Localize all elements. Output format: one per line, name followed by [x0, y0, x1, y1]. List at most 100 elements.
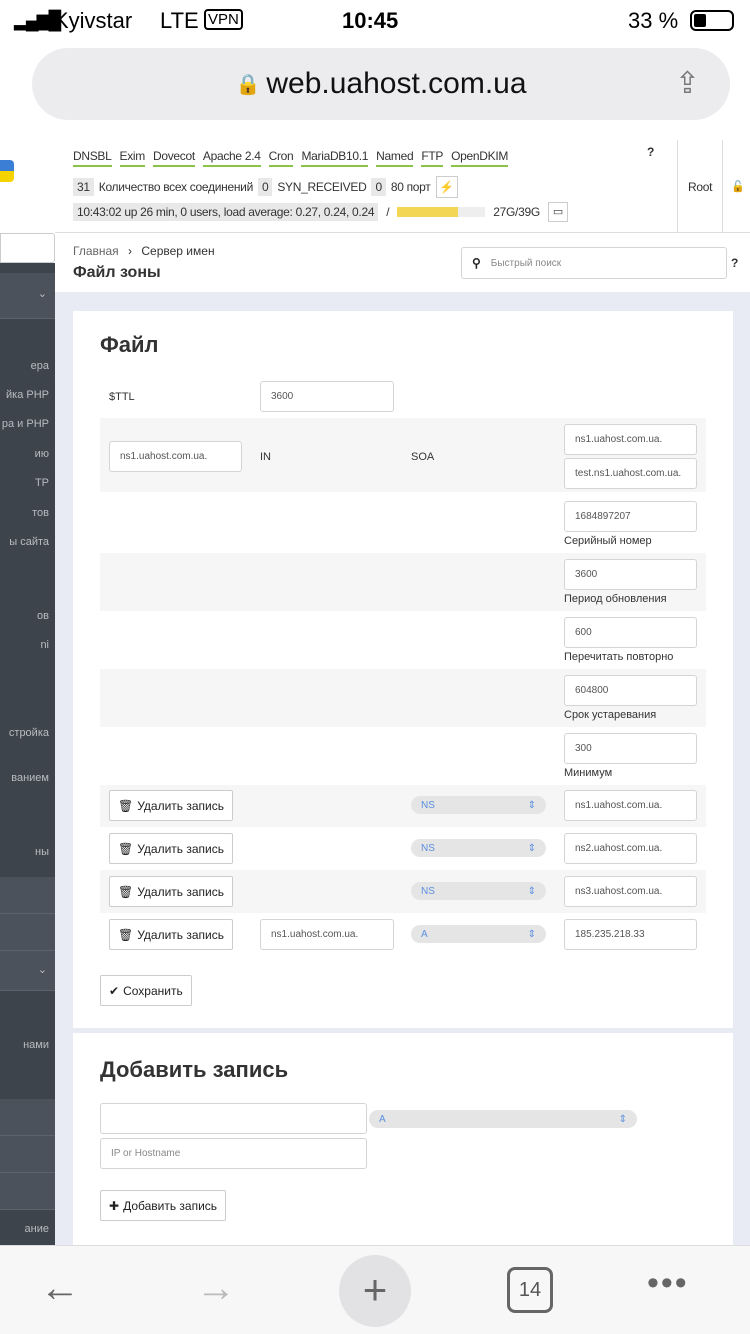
url-text: web.uahost.com.ua — [266, 67, 527, 100]
lock-icon: 🔒 — [235, 73, 261, 96]
service-opendkim[interactable]: OpenDKIM — [451, 149, 508, 167]
record-type-select[interactable]: A ⇕ — [369, 1110, 637, 1128]
retry-label: Перечитать повторно — [564, 651, 674, 663]
back-icon[interactable]: ← — [40, 1266, 80, 1310]
sidebar-group[interactable]: ⌄ — [0, 951, 55, 991]
plug-icon[interactable]: ⚡ — [435, 176, 458, 198]
disk-icon[interactable]: ▭ — [547, 202, 568, 222]
primary-ns-input[interactable]: ns1.uahost.com.ua. — [564, 424, 697, 455]
refresh-input[interactable]: 3600 — [564, 559, 697, 590]
connections-row: 31 Количество всех соединений 0 SYN_RECE… — [73, 176, 458, 198]
disk-mount: / — [386, 205, 390, 219]
add-record-button[interactable]: ✚ Добавить запись — [100, 1190, 227, 1221]
chevron-updown-icon: ⇕ — [527, 799, 536, 811]
breadcrumb: Главная › Сервер имен — [73, 244, 215, 258]
carrier: Kyivstar — [54, 8, 133, 33]
sidebar-group[interactable] — [0, 1099, 55, 1136]
syn-label: SYN_RECEIVED — [277, 180, 367, 194]
sidebar-item[interactable]: ы сайта — [9, 536, 49, 548]
signal-icon: ▂▄▆█ — [14, 10, 61, 30]
expire-input[interactable]: 604800 — [564, 675, 697, 706]
uptime-row: 10:43:02 up 26 min, 0 users, load averag… — [73, 202, 568, 222]
delete-record-button[interactable]: 🗑 Удалить запись — [109, 876, 234, 907]
record-name-input[interactable] — [100, 1103, 367, 1134]
sidebar-item[interactable]: йка PHP — [6, 389, 49, 401]
breadcrumb-current: Сервер имен — [141, 244, 215, 258]
service-ftp[interactable]: FTP — [421, 149, 443, 167]
services-row: DNSBL Exim Dovecot Apache 2.4 Cron Maria… — [73, 149, 508, 167]
sidebar-group[interactable] — [0, 1173, 55, 1210]
sidebar-group[interactable] — [0, 1136, 55, 1173]
serial-input[interactable]: 1684897207 — [564, 501, 697, 532]
admin-email-input[interactable]: test.ns1.uahost.com.ua. — [564, 458, 697, 489]
breadcrumb-home[interactable]: Главная — [73, 244, 119, 258]
save-button[interactable]: ✔ Сохранить — [100, 975, 192, 1006]
service-dnsbl[interactable]: DNSBL — [73, 149, 112, 167]
record-value-input[interactable]: ns1.uahost.com.ua. — [564, 790, 697, 821]
sidebar-group[interactable] — [0, 914, 55, 951]
delete-record-button[interactable]: 🗑 Удалить запись — [109, 790, 234, 821]
record-type-select[interactable]: NS ⇕ — [411, 882, 546, 900]
clock: 10:45 — [342, 8, 399, 33]
record-type-select[interactable]: NS ⇕ — [411, 839, 546, 857]
service-named[interactable]: Named — [376, 149, 414, 167]
minimum-label: Минимум — [564, 767, 613, 779]
sidebar: ⌄ ера йка PHP ра и PHP ию TP тов ы сайта… — [0, 263, 55, 1245]
sidebar-item[interactable]: ны — [35, 846, 49, 858]
service-exim[interactable]: Exim — [119, 149, 145, 167]
record-type-select[interactable]: NS ⇕ — [411, 796, 546, 814]
page-title: Файл зоны — [73, 264, 161, 281]
card-title: Добавить запись — [100, 1057, 289, 1082]
search-icon: ⚲ — [472, 256, 481, 270]
sidebar-item[interactable]: ов — [37, 610, 49, 622]
sidebar-group[interactable]: ⌄ — [0, 273, 55, 319]
tabs-button[interactable]: 14 — [507, 1267, 553, 1313]
sidebar-item[interactable]: ию — [34, 448, 49, 460]
sidebar-search[interactable] — [0, 233, 55, 263]
sidebar-item[interactable]: ni — [40, 639, 49, 651]
new-tab-icon[interactable]: + — [339, 1255, 411, 1327]
chevron-updown-icon: ⇕ — [618, 1113, 627, 1125]
minimum-input[interactable]: 300 — [564, 733, 697, 764]
more-icon[interactable]: ••• — [647, 1264, 689, 1302]
forward-icon[interactable]: → — [196, 1266, 236, 1310]
lock-icon[interactable]: 🔓 — [731, 181, 745, 193]
record-value-input[interactable]: IP or Hostname — [100, 1138, 367, 1169]
sidebar-item[interactable]: нами — [23, 1039, 49, 1051]
record-value-input[interactable]: ns3.uahost.com.ua. — [564, 876, 697, 907]
share-icon[interactable]: ⇪ — [674, 67, 700, 100]
quick-search-input[interactable]: ⚲ Быстрый поиск — [461, 247, 727, 279]
sidebar-group[interactable] — [0, 877, 55, 914]
sidebar-item[interactable]: ера — [30, 360, 49, 372]
service-apache[interactable]: Apache 2.4 — [202, 149, 261, 167]
origin-input[interactable]: ns1.uahost.com.ua. — [109, 441, 242, 472]
vpn-badge: VPN — [204, 9, 243, 30]
card-title: Файл — [100, 332, 159, 357]
syn-count: 0 — [257, 178, 273, 196]
delete-record-button[interactable]: 🗑 Удалить запись — [109, 919, 234, 950]
top-header: DNSBL Exim Dovecot Apache 2.4 Cron Maria… — [55, 140, 750, 233]
service-cron[interactable]: Cron — [268, 149, 294, 167]
retry-input[interactable]: 600 — [564, 617, 697, 648]
service-dovecot[interactable]: Dovecot — [152, 149, 195, 167]
record-value-input[interactable]: ns2.uahost.com.ua. — [564, 833, 697, 864]
help-icon[interactable]: ? — [731, 256, 739, 270]
url-bar[interactable]: 🔒 web.uahost.com.ua ⇪ — [32, 48, 730, 120]
disk-usage: 27G/39G — [493, 205, 540, 219]
connections-label[interactable]: Количество всех соединений — [98, 180, 254, 194]
sidebar-item[interactable]: тов — [32, 507, 49, 519]
delete-record-button[interactable]: 🗑 Удалить запись — [109, 833, 234, 864]
record-type-select[interactable]: A ⇕ — [411, 925, 546, 943]
uptime: 10:43:02 up 26 min, 0 users, load averag… — [73, 203, 379, 221]
ttl-input[interactable]: 3600 — [260, 381, 394, 412]
service-mariadb[interactable]: MariaDB10.1 — [301, 149, 368, 167]
sidebar-item[interactable]: TP — [34, 477, 49, 489]
help-icon[interactable]: ? — [647, 145, 655, 159]
sidebar-item[interactable]: ванием — [11, 772, 49, 784]
record-value-input[interactable]: 185.235.218.33 — [564, 919, 697, 950]
sidebar-item[interactable]: ание — [24, 1223, 49, 1235]
user-name[interactable]: Root — [688, 180, 713, 194]
sidebar-item[interactable]: ра и PHP — [1, 418, 49, 430]
sidebar-item[interactable]: стройка — [8, 727, 49, 739]
record-name-input[interactable]: ns1.uahost.com.ua. — [260, 919, 394, 950]
